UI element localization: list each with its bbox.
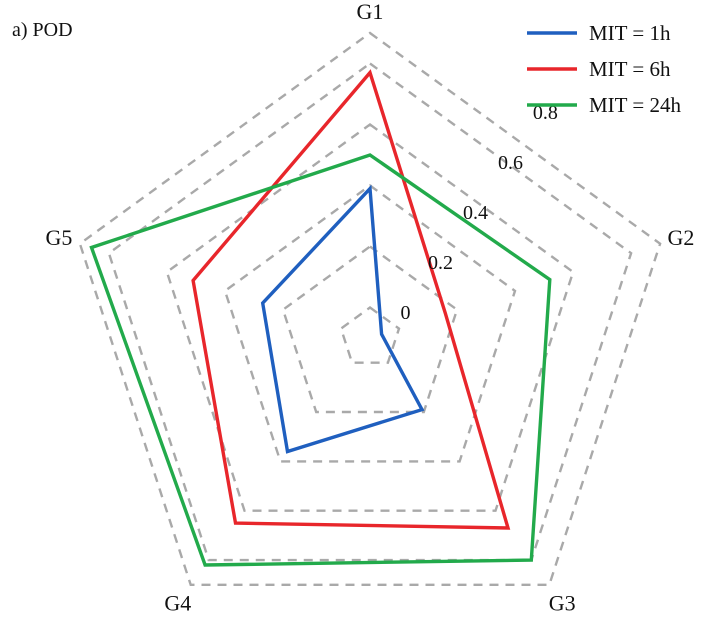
legend-label-1: MIT = 6h <box>589 57 671 81</box>
axis-label-g5: G5 <box>46 225 73 250</box>
tick-label-3: 0.6 <box>498 152 523 174</box>
axis-label-g1: G1 <box>357 0 384 24</box>
tick-label-0: 0 <box>401 302 411 324</box>
tick-label-4: 0.8 <box>533 102 558 124</box>
axis-label-g2: G2 <box>668 225 695 250</box>
series-line-2 <box>89 153 552 567</box>
grid-ring-3 <box>165 123 575 512</box>
legend-label-2: MIT = 24h <box>589 93 681 117</box>
axis-label-g3: G3 <box>549 591 576 615</box>
series-line-0 <box>260 184 425 454</box>
axis-label-g4: G4 <box>164 591 191 615</box>
tick-label-2: 0.4 <box>463 202 488 224</box>
chart-title: a) POD <box>12 19 73 41</box>
radar-grid <box>78 31 662 586</box>
grid-ring-5 <box>78 31 662 586</box>
grid-ring-0 <box>339 306 401 364</box>
grid-ring-1 <box>281 245 459 414</box>
radar-series <box>89 69 552 567</box>
tick-labels: 0 0.2 0.4 0.6 0.8 <box>401 102 558 324</box>
grid-ring-2 <box>223 184 517 463</box>
axis-labels: G1 G2 G3 G4 G5 <box>46 0 695 616</box>
legend-label-0: MIT = 1h <box>589 21 671 45</box>
grid-ring-4 <box>107 62 633 562</box>
tick-label-1: 0.2 <box>428 252 453 274</box>
series-line-1 <box>191 69 511 530</box>
legend: MIT = 1h MIT = 6h MIT = 24h <box>527 21 681 117</box>
